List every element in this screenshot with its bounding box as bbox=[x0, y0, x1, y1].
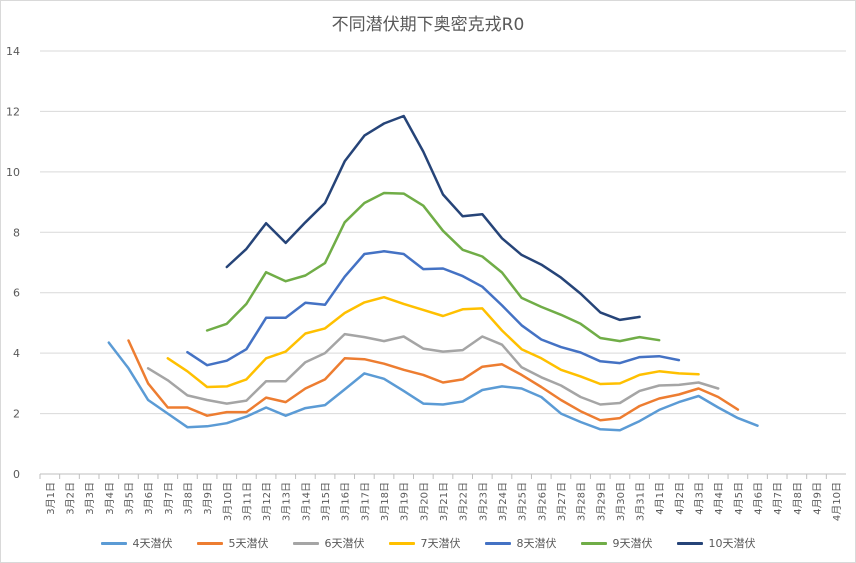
legend-item: 6天潜伏 bbox=[292, 535, 365, 551]
x-tick-label: 3月25日 bbox=[517, 482, 529, 521]
legend-item: 8天潜伏 bbox=[484, 535, 557, 551]
legend-label: 5天潜伏 bbox=[228, 537, 269, 550]
legend-swatch bbox=[100, 541, 127, 545]
series-line-8天潜伏 bbox=[186, 250, 681, 367]
x-tick-label: 4月9日 bbox=[812, 482, 824, 515]
legend-swatch bbox=[676, 541, 703, 545]
x-tick-label: 3月21日 bbox=[438, 482, 450, 521]
x-tick-label: 3月19日 bbox=[399, 482, 411, 521]
gridlines bbox=[40, 50, 846, 475]
x-tick-label: 3月18日 bbox=[379, 482, 391, 521]
x-tick-label: 3月24日 bbox=[497, 482, 509, 521]
series-line-5天潜伏 bbox=[127, 339, 740, 422]
y-tick-label: 8 bbox=[13, 226, 20, 239]
x-tick-label: 4月7日 bbox=[772, 482, 784, 515]
y-tick-label: 14 bbox=[6, 45, 20, 58]
x-tick-label: 3月28日 bbox=[576, 482, 588, 521]
y-tick-label: 6 bbox=[13, 287, 20, 300]
series-line-9天潜伏 bbox=[205, 191, 661, 343]
legend-swatch bbox=[484, 541, 511, 545]
legend-item: 4天潜伏 bbox=[100, 535, 173, 551]
x-tick-label: 4月8日 bbox=[792, 482, 804, 515]
x-tick-label: 3月3日 bbox=[84, 482, 96, 515]
chart-legend: 4天潜伏 5天潜伏 6天潜伏 7天潜伏 8天潜伏 9天潜伏 10天潜伏 bbox=[0, 535, 856, 551]
x-tick-label: 3月11日 bbox=[241, 482, 253, 521]
x-tick-label: 3月26日 bbox=[536, 482, 548, 521]
x-tick-label: 3月12日 bbox=[261, 482, 273, 521]
legend-label: 6天潜伏 bbox=[324, 537, 365, 550]
legend-item: 9天潜伏 bbox=[580, 535, 653, 551]
series-line-6天潜伏 bbox=[146, 332, 720, 406]
y-tick-label: 2 bbox=[13, 408, 20, 421]
legend-swatch bbox=[292, 541, 319, 545]
legend-swatch bbox=[388, 541, 415, 545]
x-tick-label: 4月6日 bbox=[753, 482, 765, 515]
x-tick-label: 3月2日 bbox=[64, 482, 76, 515]
y-tick-label: 4 bbox=[13, 347, 20, 360]
x-tick-label: 3月6日 bbox=[143, 482, 155, 515]
x-tick-label: 4月4日 bbox=[713, 482, 725, 515]
series-line-10天潜伏 bbox=[225, 114, 641, 322]
x-tick-label: 4月2日 bbox=[674, 482, 686, 515]
x-tick-label: 3月17日 bbox=[359, 482, 371, 521]
x-tick-label: 3月7日 bbox=[163, 482, 175, 515]
x-tick-label: 3月31日 bbox=[635, 482, 647, 521]
x-tick-label: 3月22日 bbox=[458, 482, 470, 521]
legend-label: 8天潜伏 bbox=[516, 537, 557, 550]
legend-item: 5天潜伏 bbox=[196, 535, 269, 551]
x-tick-label: 3月14日 bbox=[300, 482, 312, 521]
x-tick-label: 3月9日 bbox=[202, 482, 214, 515]
series-line-7天潜伏 bbox=[166, 295, 700, 389]
x-tick-label: 3月20日 bbox=[418, 482, 430, 521]
series-lines bbox=[107, 114, 759, 432]
x-axis-tick-labels: 3月1日 3月2日 3月3日 3月4日 3月5日 3月6日 3月7日 3月8日 3月9日 3月10… bbox=[39, 474, 843, 521]
x-tick-label: 3月30日 bbox=[615, 482, 627, 521]
x-tick-label: 3月8日 bbox=[182, 482, 194, 515]
x-tick-label: 3月16日 bbox=[340, 482, 352, 521]
x-tick-label: 3月23日 bbox=[477, 482, 489, 521]
legend-item: 10天潜伏 bbox=[676, 535, 756, 551]
y-tick-label: 0 bbox=[13, 468, 20, 481]
x-tick-label: 4月10日 bbox=[831, 482, 843, 521]
x-tick-label: 3月15日 bbox=[320, 482, 332, 521]
y-axis-tick-labels: 0 2 4 6 8 10 12 14 bbox=[6, 45, 20, 481]
legend-label: 9天潜伏 bbox=[612, 537, 653, 550]
x-tick-label: 3月1日 bbox=[45, 482, 57, 515]
x-tick-label: 4月5日 bbox=[733, 482, 745, 515]
x-tick-label: 3月10日 bbox=[222, 482, 234, 521]
chart-title: 不同潜伏期下奥密克戎R0 bbox=[331, 15, 525, 35]
series-line-4天潜伏 bbox=[107, 341, 759, 432]
y-tick-label: 10 bbox=[6, 166, 20, 179]
legend-label: 4天潜伏 bbox=[132, 537, 173, 550]
legend-label: 7天潜伏 bbox=[420, 537, 461, 550]
x-tick-label: 3月29日 bbox=[595, 482, 607, 521]
x-tick-label: 4月1日 bbox=[654, 482, 666, 515]
y-tick-label: 12 bbox=[6, 105, 20, 118]
legend-swatch bbox=[196, 541, 223, 545]
x-tick-label: 3月13日 bbox=[281, 482, 293, 521]
x-tick-label: 4月3日 bbox=[694, 482, 706, 515]
x-tick-label: 3月4日 bbox=[104, 482, 116, 515]
x-tick-label: 3月27日 bbox=[556, 482, 568, 521]
legend-item: 7天潜伏 bbox=[388, 535, 461, 551]
x-tick-label: 3月5日 bbox=[123, 482, 135, 515]
legend-swatch bbox=[580, 541, 607, 545]
legend-label: 10天潜伏 bbox=[708, 537, 756, 550]
